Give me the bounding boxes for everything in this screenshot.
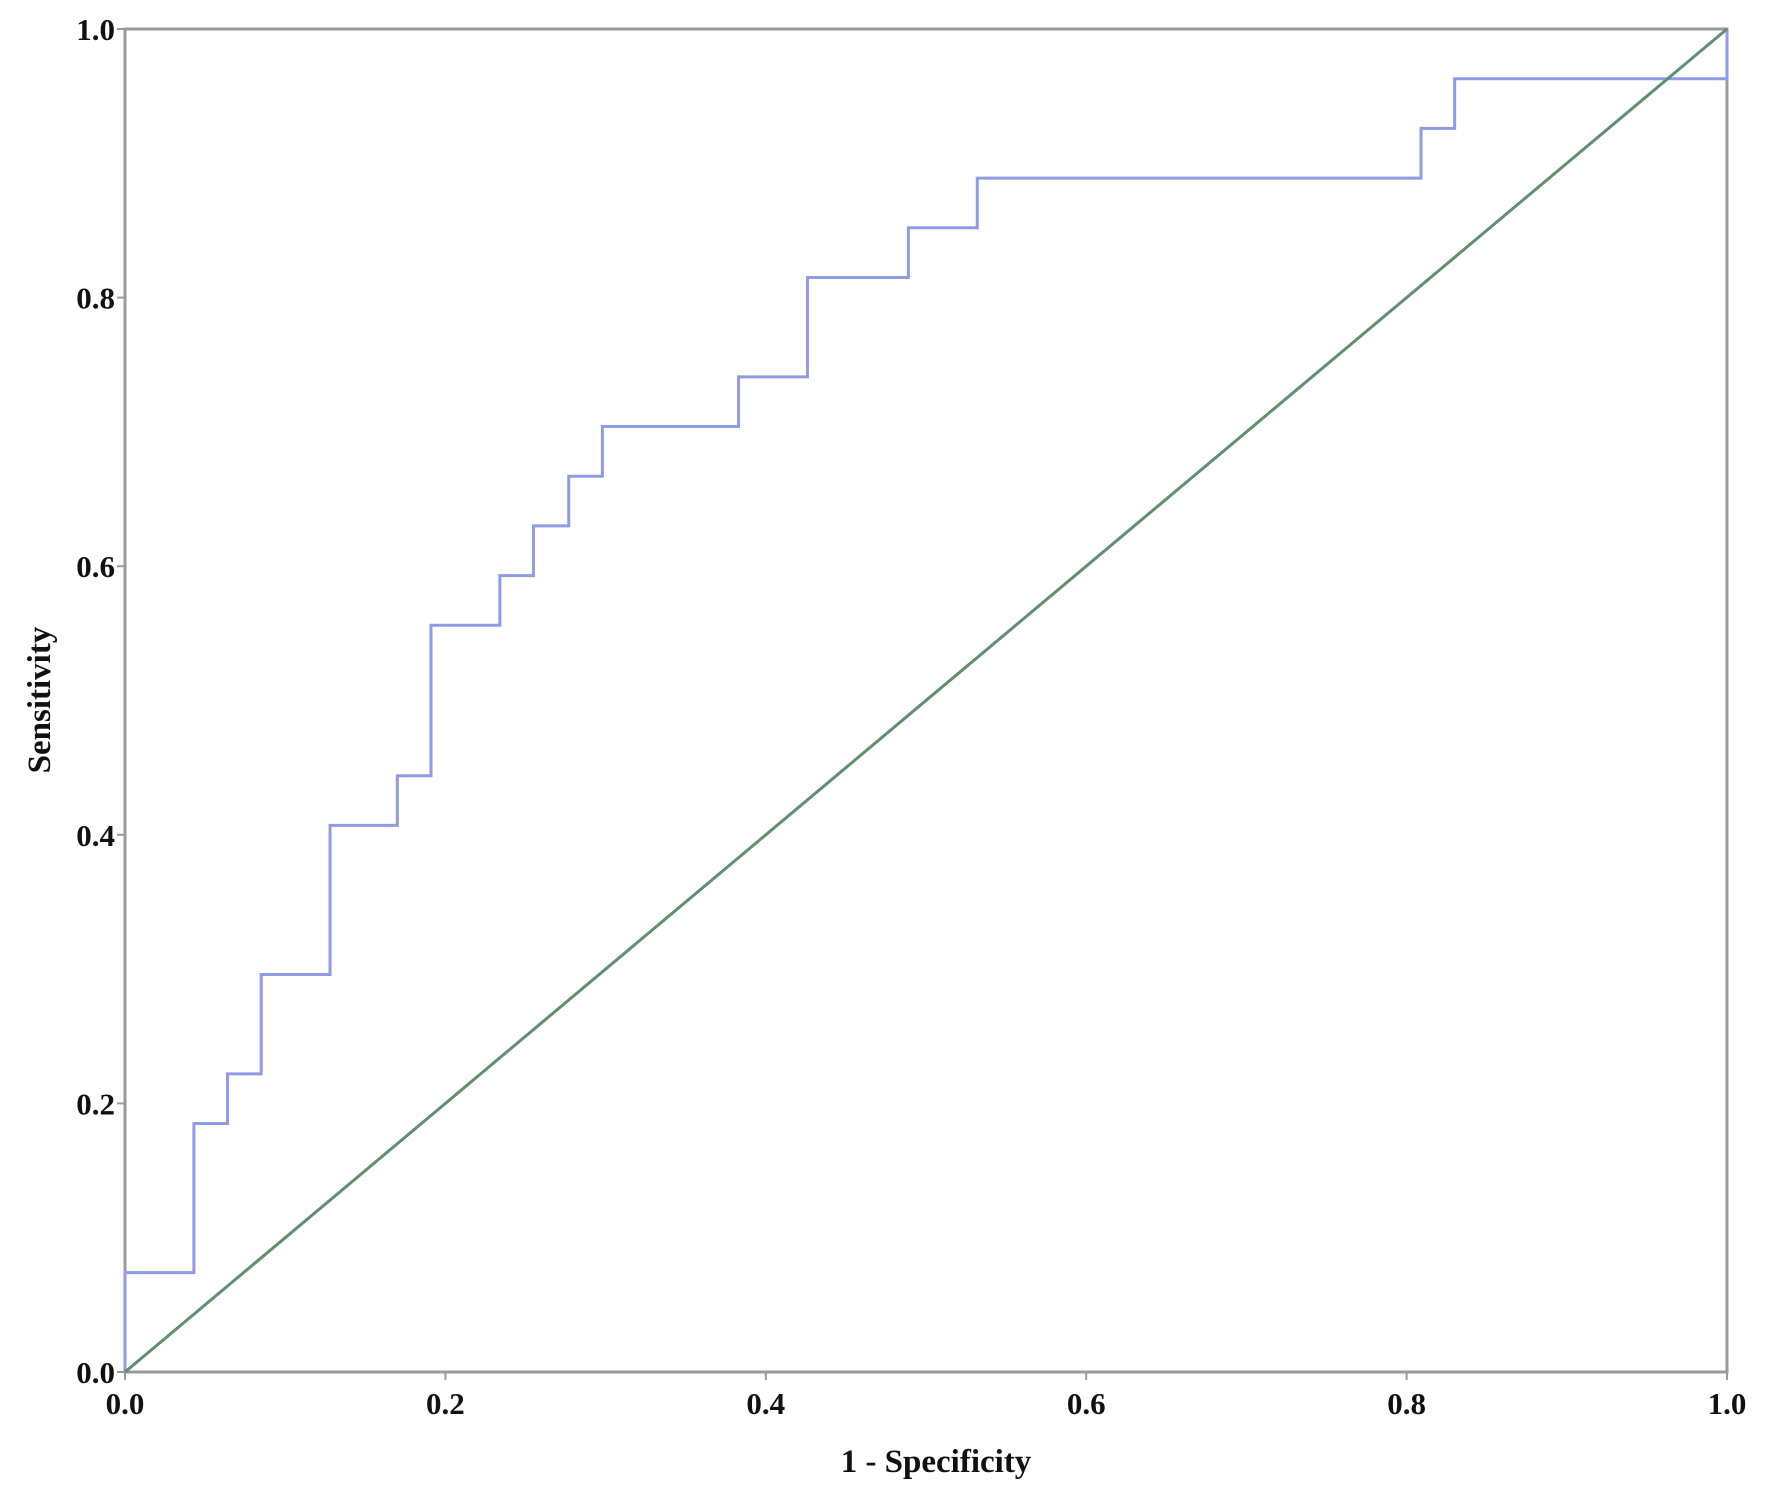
x-tick-label: 0.6 xyxy=(1067,1386,1106,1421)
y-tick-label: 0.0 xyxy=(76,1355,115,1390)
y-tick-label: 1.0 xyxy=(76,12,115,47)
x-tick-label: 0.4 xyxy=(746,1386,785,1421)
x-tick-label: 1.0 xyxy=(1708,1386,1747,1421)
y-tick-label: 0.8 xyxy=(76,281,115,316)
roc-curve xyxy=(123,29,1729,1372)
y-tick-label: 0.4 xyxy=(76,818,115,853)
x-axis-title: 1 - Specificity xyxy=(841,1444,1032,1480)
y-axis-title: Sensitivity xyxy=(22,626,58,773)
x-tick-label: 0.2 xyxy=(426,1386,465,1421)
x-tick-label: 0.8 xyxy=(1387,1386,1426,1421)
x-tick-label: 0.0 xyxy=(106,1386,145,1421)
y-tick-label: 0.6 xyxy=(76,549,115,584)
reference-diagonal-line xyxy=(124,27,1728,1374)
y-tick-label: 0.2 xyxy=(76,1086,115,1121)
plot-frame xyxy=(123,27,1729,1374)
